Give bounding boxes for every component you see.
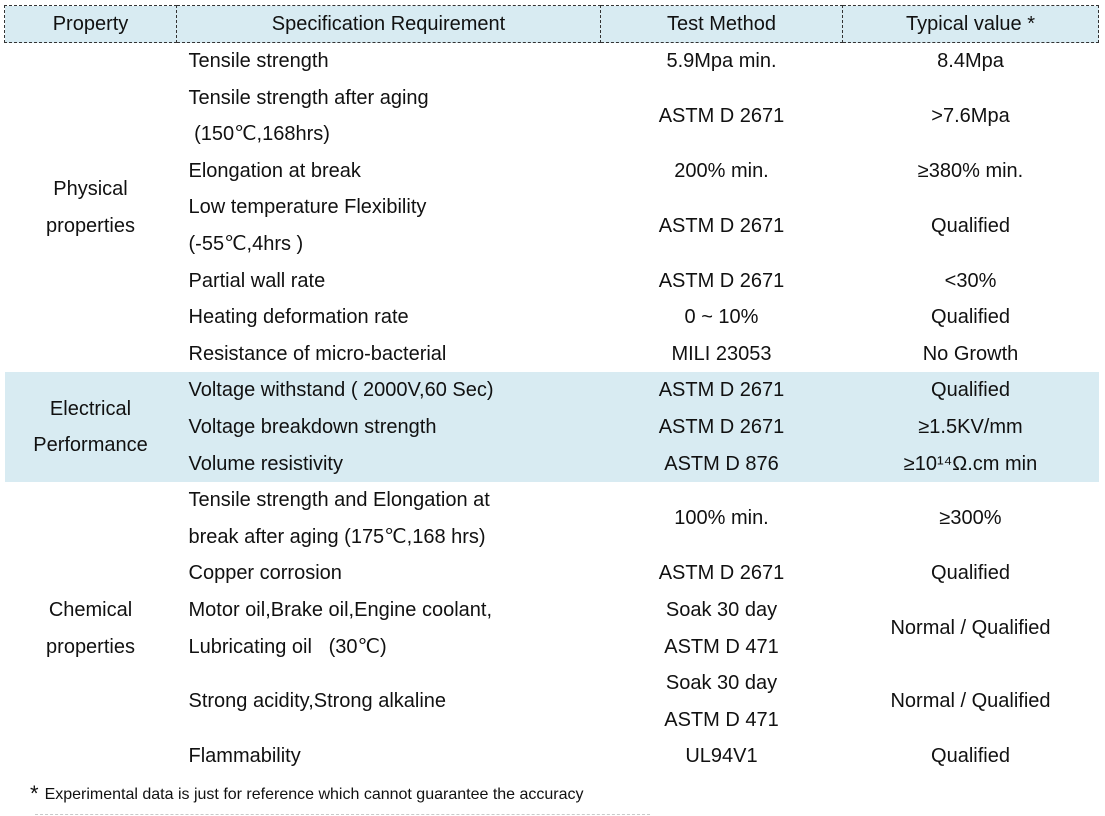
cell-method: ASTM D 2671 xyxy=(600,372,843,409)
cell-method: 100% min. xyxy=(674,507,769,530)
table-row: Copper corrosion ASTM D 2671 Qualified xyxy=(5,555,1099,592)
cell-spec: Copper corrosion xyxy=(188,562,342,585)
cell-spec: Voltage breakdown strength xyxy=(176,408,601,446)
table-row: Tensile strength after aging (150℃,168hr… xyxy=(5,80,1099,153)
cell-value: Qualified xyxy=(931,214,1010,237)
header-row: Property Specification Requirement Test … xyxy=(4,5,1099,43)
footnote: * Experimental data is just for reference… xyxy=(30,779,1105,806)
spec-table: Property Specification Requirement Test … xyxy=(4,5,1099,775)
bottom-divider xyxy=(35,813,650,815)
cell-method: Soak 30 day ASTM D 471 xyxy=(664,598,779,658)
column-header-property: Property xyxy=(4,5,177,43)
group-label-chemical: Chemical properties xyxy=(46,598,135,658)
cell-spec: Flammability xyxy=(188,745,301,768)
cell-value: Qualified xyxy=(931,745,1010,768)
cell-method: 0 ~ 10% xyxy=(684,306,759,329)
table-row: Low temperature Flexibility (-55℃,4hrs )… xyxy=(5,189,1099,262)
cell-value: ≥300% xyxy=(939,507,1002,530)
cell-spec: Tensile strength and Elongation at break… xyxy=(188,489,490,548)
cell-value: Qualified xyxy=(931,306,1010,329)
cell-value: 8.4Mpa xyxy=(937,50,1004,72)
cell-method: 5.9Mpa min. xyxy=(666,50,777,72)
column-header-typical-value: Typical value * xyxy=(842,5,1099,43)
group-label-electrical: Electrical Performance xyxy=(4,372,177,483)
cell-value: ≥1.5KV/mm xyxy=(842,408,1099,446)
footnote-asterisk: * xyxy=(30,780,39,806)
table-row: Chemical properties Tensile strength and… xyxy=(5,482,1099,657)
cell-method: ASTM D 2671 xyxy=(658,104,785,127)
cell-spec: Resistance of micro-bacterial xyxy=(188,342,447,365)
cell-spec: Low temperature Flexibility (-55℃,4hrs ) xyxy=(188,196,427,255)
cell-value: >7.6Mpa xyxy=(931,104,1010,127)
cell-method: ASTM D 2671 xyxy=(658,562,785,585)
cell-value: No Growth xyxy=(922,342,1019,365)
table-row: Elongation at break 200% min. ≥380% min. xyxy=(5,153,1099,190)
cell-spec: Strong acidity,Strong alkaline xyxy=(188,690,447,713)
table-row: Heating deformation rate 0 ~ 10% Qualifi… xyxy=(5,299,1099,336)
cell-spec: Tensile strength after aging (150℃,168hr… xyxy=(188,86,429,146)
cell-value: Qualified xyxy=(842,372,1099,409)
cell-method: Soak 30 day ASTM D 471 xyxy=(664,672,779,731)
table-row: Motor oil,Brake oil,Engine coolant, Lubr… xyxy=(5,592,1099,665)
cell-spec: Partial wall rate xyxy=(188,269,326,292)
cell-method: ASTM D 2671 xyxy=(658,269,785,292)
table-row: Physical properties Tensile strength 5.9… xyxy=(5,43,1099,237)
table-row: Electrical Performance Voltage withstand… xyxy=(4,372,1099,483)
column-header-specification: Specification Requirement xyxy=(176,5,601,43)
cell-spec: Volume resistivity xyxy=(176,445,601,483)
table-row: Partial wall rate ASTM D 2671 <30% xyxy=(5,263,1099,300)
table-row: Strong acidity,Strong alkaline Soak 30 d… xyxy=(5,665,1099,738)
table-row: Resistance of micro-bacterial MILI 23053… xyxy=(5,336,1099,373)
table-row: Volume resistivity ASTM D 876 ≥10¹⁴Ω.cm … xyxy=(5,445,1099,483)
table-row: Flammability UL94V1 Qualified xyxy=(5,738,1099,775)
cell-value: ≥10¹⁴Ω.cm min xyxy=(842,445,1099,483)
cell-method: MILI 23053 xyxy=(671,342,772,365)
cell-spec: Elongation at break xyxy=(188,159,361,182)
footnote-text: Experimental data is just for reference … xyxy=(44,785,584,803)
cell-value: <30% xyxy=(944,269,997,292)
cell-spec: Voltage withstand ( 2000V,60 Sec) xyxy=(176,372,601,409)
cell-spec: Tensile strength xyxy=(188,50,329,72)
cell-value: Normal / Qualified xyxy=(890,690,1051,713)
table-row: Voltage breakdown strength ASTM D 2671 ≥… xyxy=(5,408,1099,446)
group-label-physical: Physical properties xyxy=(46,178,135,237)
column-header-test-method: Test Method xyxy=(600,5,843,43)
cell-method: ASTM D 2671 xyxy=(658,214,785,237)
cell-value: Normal / Qualified xyxy=(890,617,1051,640)
cell-spec: Motor oil,Brake oil,Engine coolant, Lubr… xyxy=(188,598,493,658)
cell-value: ≥380% min. xyxy=(917,159,1024,182)
cell-method: 200% min. xyxy=(674,159,769,182)
cell-method: ASTM D 2671 xyxy=(600,408,843,446)
cell-spec: Heating deformation rate xyxy=(188,306,409,329)
cell-value: Qualified xyxy=(931,562,1010,585)
cell-method: UL94V1 xyxy=(685,745,758,768)
cell-method: ASTM D 876 xyxy=(600,445,843,483)
